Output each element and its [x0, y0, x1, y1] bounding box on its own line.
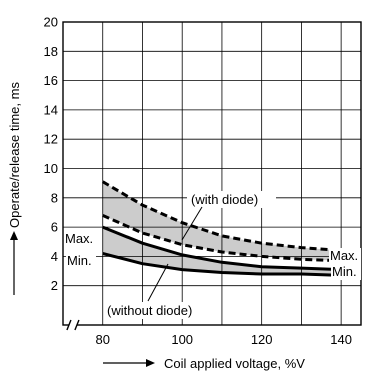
series-line-with-diode-min: [102, 214, 342, 263]
label-min-right: Min.: [332, 264, 357, 279]
axis-break-gap: [68, 319, 77, 331]
label-with-diode: (with diode): [191, 192, 258, 207]
axis-break-mark-2: [74, 319, 80, 331]
x-tick-label-120: 120: [251, 332, 273, 347]
label-max-right: Max.: [330, 248, 358, 263]
label-without-diode: (without diode): [107, 303, 192, 318]
x-axis-arrow-head: [146, 359, 155, 367]
axis-break-mark-1: [66, 319, 72, 331]
label-min-left: Min.: [67, 253, 92, 268]
y-axis-title-group: Operate/release time, ms: [7, 82, 22, 295]
y-tick-label-16: 16: [44, 73, 58, 88]
series-lines: [101, 180, 342, 277]
y-axis-title: Operate/release time, ms: [7, 82, 22, 228]
y-tick-label-6: 6: [51, 220, 58, 235]
label-min-right-bg: [331, 264, 361, 280]
series-line-without-diode-max: [102, 225, 342, 272]
x-axis-title: Coil applied voltage, %V: [164, 356, 305, 371]
label-max-right-bg: [329, 248, 361, 264]
band-without-diode: [102, 227, 342, 276]
x-axis-title-group: Coil applied voltage, %V: [103, 356, 305, 371]
y-tick-label-4: 4: [51, 249, 58, 264]
label-max-left-bg: [64, 231, 96, 247]
tick-labels: 2 4 6 8 10 12 14 16 18 20 80 100 120 140: [44, 15, 352, 348]
y-tick-label-18: 18: [44, 44, 58, 59]
series-line-without-diode-min: [102, 252, 342, 277]
series-line-with-diode-max: [101, 180, 342, 252]
y-tick-label-2: 2: [51, 278, 58, 293]
y-tick-label-14: 14: [44, 102, 58, 117]
x-tick-label-80: 80: [95, 332, 109, 347]
y-axis-arrow-head: [10, 231, 18, 240]
x-tick-label-140: 140: [330, 332, 352, 347]
plot-border: [62, 21, 362, 326]
leader-with-diode: [181, 206, 203, 241]
leader-without-diode: [147, 263, 169, 302]
annotations: Max.Min. Max.Min.(with diode)(without dio…: [64, 191, 361, 319]
y-tick-label-8: 8: [51, 190, 58, 205]
x-tick-label-100: 100: [171, 332, 193, 347]
label-without-diode-bg: [104, 302, 212, 319]
y-tick-label-10: 10: [44, 161, 58, 176]
label-with-diode-bg: [187, 191, 276, 208]
label-max-left: Max.: [65, 231, 93, 246]
y-tick-label-20: 20: [44, 15, 58, 30]
label-min-left-bg: [66, 253, 96, 269]
grid-lines: [62, 21, 361, 325]
y-tick-label-12: 12: [44, 132, 58, 147]
plot-frame: [62, 21, 362, 331]
